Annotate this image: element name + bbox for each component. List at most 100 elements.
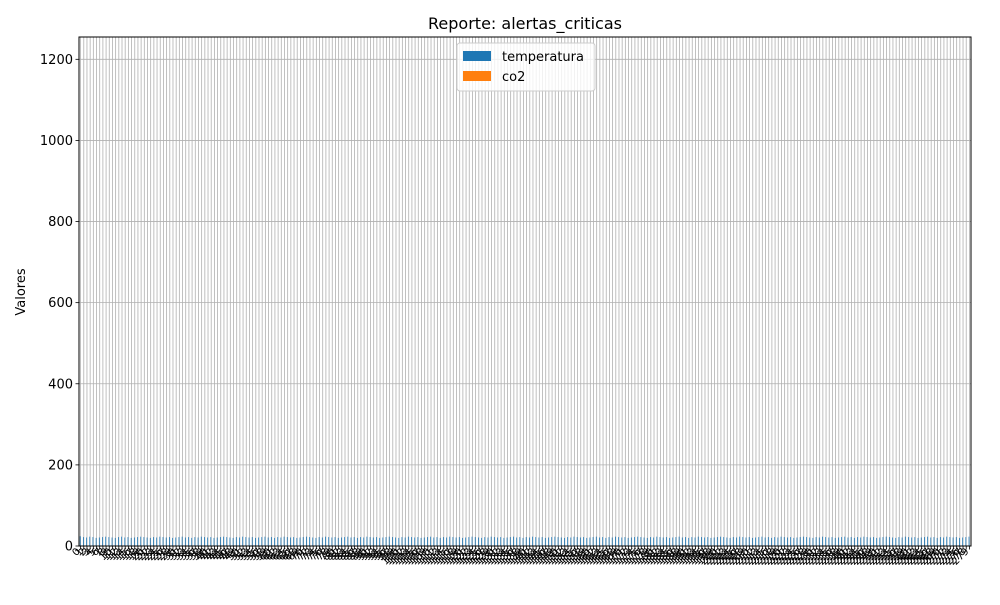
- bar-temperatura: [153, 537, 154, 546]
- bar-temperatura: [637, 536, 639, 546]
- bar-temperatura: [414, 537, 416, 546]
- bar-temperatura: [232, 537, 234, 546]
- bar-temperatura: [417, 537, 419, 546]
- bar-temperatura: [137, 537, 138, 546]
- bar-temperatura: [583, 537, 584, 546]
- legend: temperatura co2: [456, 42, 596, 92]
- bar-temperatura: [433, 537, 435, 546]
- bar-temperatura: [229, 537, 231, 546]
- bar-temperatura: [681, 537, 683, 546]
- bar-temperatura: [118, 537, 119, 546]
- bar-temperatura: [595, 536, 597, 546]
- bar-temperatura: [312, 537, 314, 546]
- bar-temperatura: [621, 537, 623, 546]
- bar-temperatura: [962, 537, 964, 546]
- bar-temperatura: [188, 537, 189, 546]
- bar-temperatura: [618, 537, 619, 546]
- bar-temperatura: [783, 537, 785, 546]
- legend-label-temperatura: temperatura: [502, 50, 584, 65]
- bar-temperatura: [165, 537, 167, 546]
- bar-temperatura: [602, 537, 604, 546]
- bar-temperatura: [404, 537, 406, 546]
- bar-temperatura: [806, 537, 807, 546]
- bar-temperatura: [822, 536, 823, 546]
- bar-temperatura: [184, 537, 186, 546]
- plot-frame: [78, 36, 972, 547]
- bar-temperatura: [920, 537, 922, 546]
- bar-temperatura: [493, 537, 495, 546]
- bar-temperatura: [366, 536, 368, 546]
- bar-temperatura: [898, 537, 900, 546]
- bar-temperatura: [121, 536, 123, 546]
- bar-temperatura: [853, 537, 855, 546]
- bar-temperatura: [761, 536, 763, 546]
- bar-temperatura: [280, 537, 282, 546]
- bar-temperatura: [959, 537, 960, 546]
- bar-temperatura: [646, 537, 648, 546]
- bar-temperatura: [908, 537, 909, 546]
- bar-temperatura: [643, 537, 645, 546]
- bar-temperatura: [917, 537, 919, 546]
- bar-temperatura: [662, 537, 664, 546]
- bar-temperatura: [799, 537, 801, 546]
- bar-temperatura: [376, 537, 377, 546]
- bar-temperatura: [481, 537, 482, 546]
- bar-temperatura: [108, 537, 110, 546]
- bar-temperatura: [159, 536, 161, 546]
- bar-temperatura: [226, 537, 228, 546]
- bar-temperatura: [560, 537, 562, 546]
- bar-temperatura: [535, 537, 537, 546]
- bar-temperatura: [328, 537, 330, 546]
- bar-temperatura: [544, 537, 546, 546]
- bar-temperatura: [385, 537, 387, 546]
- bar-temperatura: [946, 536, 948, 546]
- bar-temperatura: [611, 537, 613, 546]
- bar-temperatura: [149, 537, 151, 546]
- bar-temperatura: [739, 536, 741, 546]
- bar-temperatura: [114, 537, 116, 546]
- bar-temperatura: [420, 537, 422, 546]
- bar-temperatura: [541, 537, 543, 546]
- bar-temperatura: [748, 537, 750, 546]
- bar-temperatura: [895, 537, 897, 546]
- bar-temperatura: [172, 537, 173, 546]
- bar-temperatura: [720, 536, 721, 546]
- bar-temperatura: [764, 537, 766, 546]
- bar-temperatura: [551, 537, 553, 546]
- bar-temperatura: [506, 537, 508, 546]
- bar-temperatura: [519, 537, 521, 546]
- bar-temperatura: [614, 536, 616, 546]
- bar-temperatura: [102, 537, 103, 546]
- bar-temperatura: [446, 537, 447, 546]
- y-tick-label: 600: [48, 296, 73, 311]
- bar-temperatura: [398, 537, 400, 546]
- bar-temperatura: [503, 537, 505, 546]
- bar-temperatura: [704, 537, 705, 546]
- bar-temperatura: [860, 537, 862, 546]
- bar-temperatura: [283, 536, 285, 546]
- bar-temperatura: [509, 537, 511, 546]
- bar-temperatura: [605, 537, 607, 546]
- bar-temperatura: [124, 537, 126, 546]
- bar-temperatura: [771, 537, 772, 546]
- bar-temperatura: [879, 537, 881, 546]
- bar-temperatura: [430, 536, 432, 546]
- bar-temperatura: [576, 537, 578, 546]
- bar-temperatura: [267, 537, 269, 546]
- bar-temperatura: [570, 537, 572, 546]
- bar-temperatura: [790, 537, 792, 546]
- bar-temperatura: [239, 537, 240, 546]
- bar-temperatura: [204, 537, 205, 546]
- bar-temperatura: [458, 537, 460, 546]
- bar-temperatura: [538, 537, 540, 546]
- bar-temperatura: [608, 537, 610, 546]
- bar-temperatura: [133, 537, 135, 546]
- bar-temperatura: [95, 537, 97, 546]
- bar-temperatura: [528, 537, 530, 546]
- grid-lines: [79, 37, 971, 547]
- y-tick-label: 200: [48, 458, 73, 473]
- bar-temperatura: [318, 537, 320, 546]
- bar-temperatura: [729, 537, 731, 546]
